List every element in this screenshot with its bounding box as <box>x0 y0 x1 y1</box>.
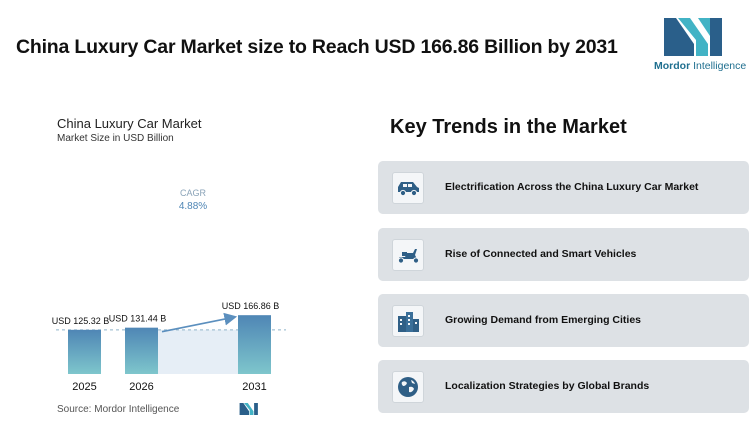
cagr-arrow <box>161 312 238 333</box>
trend-card-connected: Rise of Connected and Smart Vehicles <box>378 228 749 281</box>
chart-title: China Luxury Car Market <box>57 116 202 131</box>
page-headline: China Luxury Car Market size to Reach US… <box>16 36 618 58</box>
globe-icon <box>392 371 424 403</box>
bar-2025 <box>68 329 101 374</box>
city-buildings-icon <box>392 305 424 337</box>
cagr-value: 4.88% <box>179 201 207 212</box>
data-label-2031: USD 166.86 B <box>222 301 280 311</box>
mordor-small-logo-icon <box>239 403 258 415</box>
trend-label: Rise of Connected and Smart Vehicles <box>445 248 637 260</box>
data-label-2026: USD 131.44 B <box>109 314 167 324</box>
trend-label: Electrification Across the China Luxury … <box>445 181 699 193</box>
bar-2031 <box>238 315 271 374</box>
bar-2026 <box>125 327 158 374</box>
tick-label-2031: 2031 <box>242 381 266 393</box>
trends-title: Key Trends in the Market <box>390 116 627 138</box>
bar-chart: USD 125.32 B 2025 USD 131.44 B 2026 USD 166.… <box>52 188 286 393</box>
chart-source: Source: Mordor Intelligence <box>57 404 180 415</box>
growth-band <box>158 329 238 374</box>
data-label-2025: USD 125.32 B <box>52 316 110 326</box>
trend-label: Localization Strategies by Global Brands <box>445 380 650 392</box>
mordor-logo-icon <box>664 18 722 56</box>
trend-label: Growing Demand from Emerging Cities <box>445 314 642 326</box>
car-icon <box>392 172 424 204</box>
tick-label-2025: 2025 <box>72 381 96 393</box>
chart-subtitle: Market Size in USD Billion <box>57 133 174 144</box>
brand-logo: Mordor Intelligence <box>654 18 747 78</box>
scooter-icon <box>392 239 424 271</box>
trend-card-electrification: Electrification Across the China Luxury … <box>378 161 749 214</box>
trend-card-emerging-cities: Growing Demand from Emerging Cities <box>378 294 749 347</box>
trend-card-localization: Localization Strategies by Global Brands <box>378 360 749 413</box>
brand-name: Mordor Intelligence <box>654 60 747 72</box>
cagr-label: CAGR <box>180 188 207 198</box>
tick-label-2026: 2026 <box>129 381 153 393</box>
